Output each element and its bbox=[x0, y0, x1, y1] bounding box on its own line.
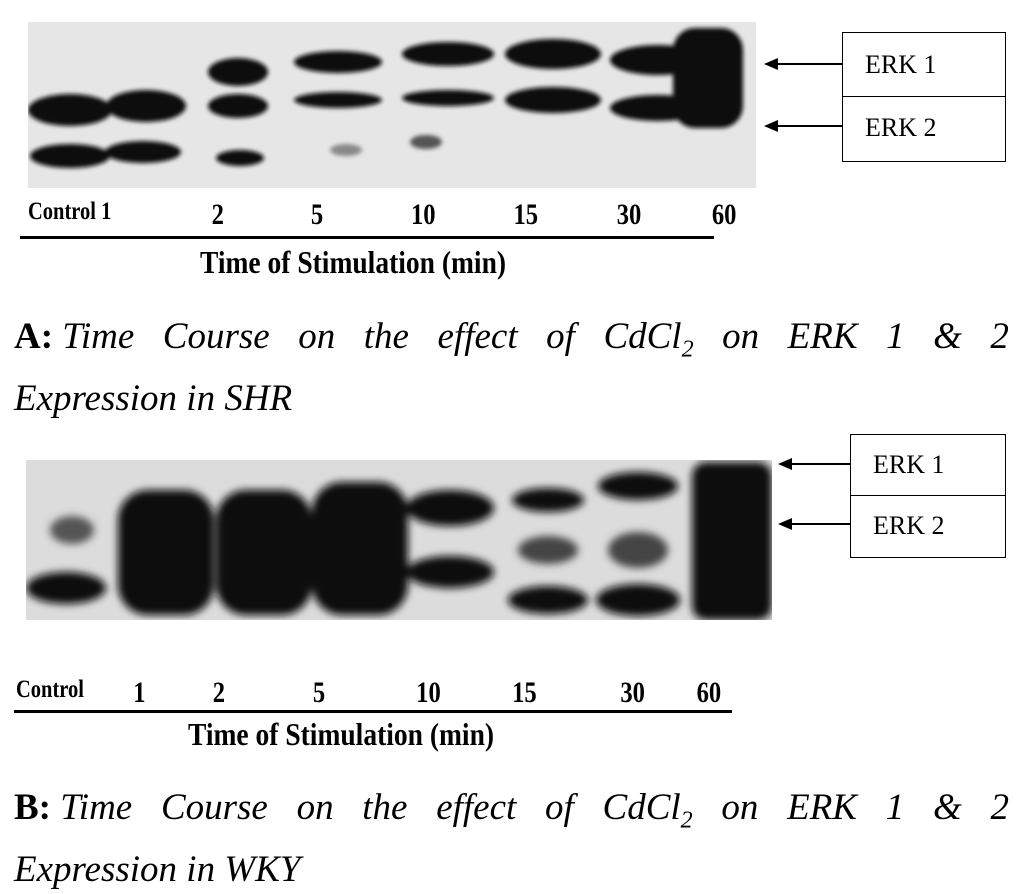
lane-label: 60 bbox=[711, 198, 737, 231]
caption-line2-a: Expression in SHR bbox=[14, 378, 293, 420]
caption-word: on bbox=[722, 316, 760, 357]
caption-word: & bbox=[933, 316, 962, 357]
caption-letter-b: B: bbox=[14, 787, 51, 828]
caption-word: Course bbox=[160, 787, 268, 828]
caption-word: 2 bbox=[990, 787, 1009, 828]
caption-word: of bbox=[546, 316, 575, 357]
legend-erk2-a: ERK 2 bbox=[843, 96, 1005, 159]
lane-label: 60 bbox=[696, 676, 722, 709]
caption-word: on bbox=[296, 787, 334, 828]
legend-erk2-b: ERK 2 bbox=[851, 495, 1005, 555]
lane-label: 10 bbox=[416, 676, 441, 709]
caption-letter-a: A: bbox=[14, 316, 54, 357]
axis-title-b: Time of Stimulation (min) bbox=[188, 716, 495, 752]
caption-word: Course bbox=[162, 316, 270, 357]
caption-word: CdCl bbox=[602, 787, 681, 828]
caption-a: A: Time Course on the effect of CdCl2 on… bbox=[14, 312, 1014, 423]
axis-rule-a bbox=[20, 236, 714, 239]
caption-word: effect bbox=[436, 787, 517, 828]
legend-erk1-label-a: ERK 1 bbox=[865, 49, 937, 79]
legend-erk1-a: ERK 1 bbox=[843, 33, 1005, 96]
caption-word: the bbox=[363, 316, 409, 357]
caption-word: Time bbox=[60, 787, 133, 828]
caption-word: CdCl bbox=[603, 316, 682, 357]
caption-line1-b: B: Time Course on the effect of CdCl2 on… bbox=[14, 783, 1009, 845]
arrow-erk2-b bbox=[778, 518, 852, 530]
legend-box-a: ERK 1 ERK 2 bbox=[842, 32, 1006, 162]
lane-labels-a: Control 1 2 5 10 15 30 60 bbox=[28, 198, 736, 238]
caption-word: ERK bbox=[787, 787, 857, 828]
lane-label: 1 bbox=[133, 676, 146, 709]
lane-label: 2 bbox=[211, 198, 224, 231]
lane-label: 5 bbox=[312, 676, 326, 709]
lane-labels-b: Control 1 2 5 10 15 30 60 bbox=[16, 676, 729, 716]
caption-word: effect bbox=[437, 316, 518, 357]
caption-b: B: Time Course on the effect of CdCl2 on… bbox=[14, 783, 1014, 894]
lane-label: Control 1 bbox=[28, 198, 112, 225]
caption-word: the bbox=[362, 787, 408, 828]
lane-label: 15 bbox=[512, 676, 537, 709]
caption-word: of bbox=[545, 787, 574, 828]
lane-label: 10 bbox=[410, 198, 436, 231]
lane-label: 15 bbox=[513, 198, 539, 231]
caption-line2-b: Expression in WKY bbox=[14, 849, 301, 891]
caption-word: & bbox=[932, 787, 962, 828]
legend-erk1-b: ERK 1 bbox=[851, 435, 1005, 495]
lane-label: 5 bbox=[310, 198, 324, 231]
panel-a: ERK 1 ERK 2 Control 1 2 5 10 15 30 60 Ti… bbox=[0, 0, 1024, 419]
axis-title-a: Time of Stimulation (min) bbox=[200, 244, 507, 280]
panel-b: ERK 1 ERK 2 Control 1 2 5 10 15 30 60 Ti… bbox=[0, 420, 1024, 893]
blot-image-b bbox=[26, 460, 772, 620]
caption-word: 2 bbox=[990, 316, 1009, 357]
blot-image-a bbox=[28, 22, 756, 188]
caption-word: 1 bbox=[885, 787, 905, 828]
caption-word: 1 bbox=[886, 316, 905, 357]
lane-label: 30 bbox=[620, 676, 645, 709]
lane-label: 2 bbox=[212, 676, 226, 709]
legend-erk2-label-a: ERK 2 bbox=[865, 113, 937, 142]
caption-subscript-a: 2 bbox=[681, 336, 694, 363]
caption-line1-a: A: Time Course on the effect of CdCl2 on… bbox=[14, 312, 1009, 374]
caption-word: Time bbox=[62, 316, 135, 357]
legend-erk1-label-b: ERK 1 bbox=[873, 450, 945, 479]
arrow-erk1-a bbox=[764, 58, 844, 70]
legend-box-b: ERK 1 ERK 2 bbox=[850, 434, 1006, 558]
arrow-erk2-a bbox=[764, 120, 844, 132]
caption-subscript-b: 2 bbox=[680, 807, 693, 834]
arrow-erk1-b bbox=[778, 458, 852, 470]
caption-word: on bbox=[298, 316, 336, 357]
lane-label: 30 bbox=[616, 198, 642, 231]
legend-erk2-label-b: ERK 2 bbox=[873, 510, 945, 540]
caption-word: on bbox=[721, 787, 759, 828]
axis-rule-b bbox=[14, 710, 732, 713]
caption-word: ERK bbox=[787, 316, 858, 357]
lane-label: Control bbox=[16, 676, 84, 703]
